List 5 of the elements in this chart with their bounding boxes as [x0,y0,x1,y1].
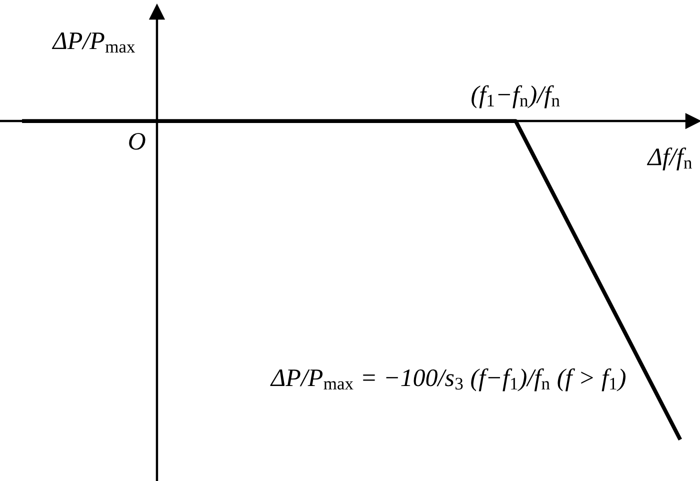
y-axis-title: ΔP/P$_{max}$ [52,32,136,53]
annotation: O [129,132,146,150]
annotation: (f$_{1}$−f$_{n}$)/f$_{n}$ [472,85,560,108]
text: ΔP/P$_{max}$ = −100/s$_{3}$ (f−f$_{1}$)/f$_{n}$ (f > f$_{1}$) [270,368,626,392]
x-axis-title: Δf/f$_{n}$ [646,148,692,170]
